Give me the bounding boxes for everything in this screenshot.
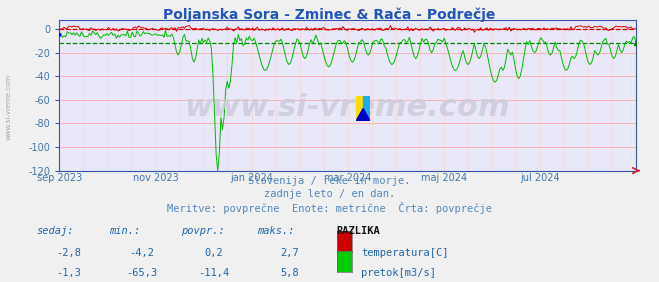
Polygon shape (363, 96, 370, 121)
Text: Poljanska Sora - Zminec & Rača - Podrečje: Poljanska Sora - Zminec & Rača - Podrečj… (163, 7, 496, 21)
Text: www.si-vreme.com: www.si-vreme.com (5, 74, 11, 140)
Text: -1,3: -1,3 (57, 268, 82, 278)
Text: Slovenija / reke in morje.: Slovenija / reke in morje. (248, 176, 411, 186)
Text: temperatura[C]: temperatura[C] (361, 248, 449, 258)
Text: -4,2: -4,2 (129, 248, 154, 258)
Text: 5,8: 5,8 (281, 268, 299, 278)
Text: 2,7: 2,7 (281, 248, 299, 258)
Polygon shape (356, 109, 370, 121)
Text: www.si-vreme.com: www.si-vreme.com (185, 93, 511, 122)
Text: maks.:: maks.: (257, 226, 295, 235)
Text: 0,2: 0,2 (205, 248, 223, 258)
Text: -2,8: -2,8 (57, 248, 82, 258)
Polygon shape (356, 96, 363, 121)
Text: pretok[m3/s]: pretok[m3/s] (361, 268, 436, 278)
Text: -65,3: -65,3 (126, 268, 158, 278)
Text: sedaj:: sedaj: (36, 226, 74, 235)
Text: -11,4: -11,4 (198, 268, 230, 278)
Text: Meritve: povprečne  Enote: metrične  Črta: povprečje: Meritve: povprečne Enote: metrične Črta:… (167, 202, 492, 214)
Text: zadnje leto / en dan.: zadnje leto / en dan. (264, 189, 395, 199)
Text: RAZLIKA: RAZLIKA (336, 226, 380, 235)
Text: min.:: min.: (109, 226, 140, 235)
Text: povpr.:: povpr.: (181, 226, 225, 235)
